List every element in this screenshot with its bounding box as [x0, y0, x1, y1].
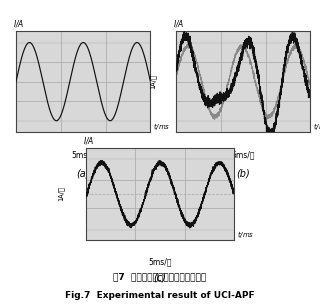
Text: 5ms/格: 5ms/格	[71, 151, 95, 160]
Text: $t$/ms: $t$/ms	[153, 121, 171, 132]
Text: 5ms/格: 5ms/格	[231, 151, 255, 160]
Text: $I$/A: $I$/A	[84, 135, 95, 146]
Text: 1A/格: 1A/格	[150, 74, 156, 89]
Text: (c): (c)	[154, 273, 166, 282]
Text: Fig.7  Experimental result of UCI-APF: Fig.7 Experimental result of UCI-APF	[65, 291, 255, 300]
Text: $I$/A: $I$/A	[173, 18, 185, 29]
Text: 图7  单周控制有源滤波器的实验结果: 图7 单周控制有源滤波器的实验结果	[113, 273, 207, 282]
Text: $I$/A: $I$/A	[13, 18, 25, 29]
Text: (a): (a)	[76, 168, 90, 178]
Text: 5ms/格: 5ms/格	[148, 257, 172, 266]
Text: $t$/ms: $t$/ms	[313, 121, 320, 132]
Text: $t$/ms: $t$/ms	[236, 229, 254, 240]
Text: (b): (b)	[236, 168, 250, 178]
Text: 1A/格: 1A/格	[58, 187, 65, 201]
